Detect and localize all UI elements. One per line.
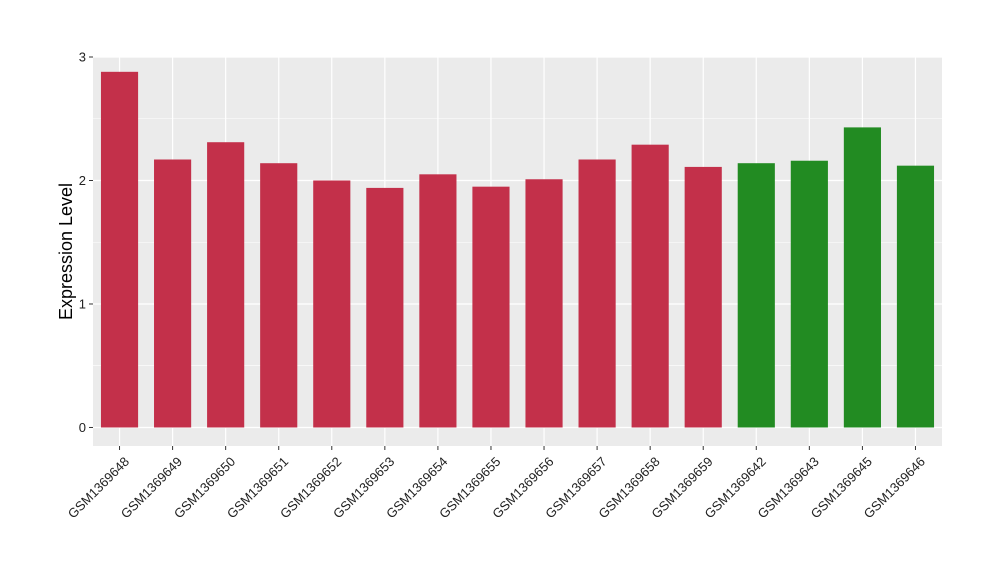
y-axis-label: Expression Level	[56, 183, 76, 320]
bar-GSM1369653	[366, 187, 404, 428]
y-tick-label: 0	[79, 420, 86, 435]
bar-GSM1369657	[578, 159, 616, 428]
bar-GSM1369651	[260, 163, 298, 428]
bar-GSM1369650	[207, 142, 245, 428]
bar-GSM1369656	[525, 179, 563, 428]
bar-GSM1369648	[100, 71, 139, 428]
bar-GSM1369649	[154, 159, 192, 428]
y-tick-label: 2	[79, 173, 86, 188]
bar-GSM1369655	[472, 186, 510, 428]
bars	[100, 71, 935, 428]
bar-GSM1369645	[843, 127, 881, 428]
bar-GSM1369642	[737, 163, 775, 428]
bar-GSM1369654	[419, 174, 457, 428]
bar-GSM1369659	[684, 166, 722, 428]
y-tick-label: 1	[79, 296, 86, 311]
bar-GSM1369643	[790, 160, 828, 428]
bar-GSM1369646	[896, 165, 935, 428]
bar-GSM1369652	[313, 180, 351, 428]
y-tick-label: 3	[79, 50, 86, 65]
bar-GSM1369658	[631, 144, 669, 428]
